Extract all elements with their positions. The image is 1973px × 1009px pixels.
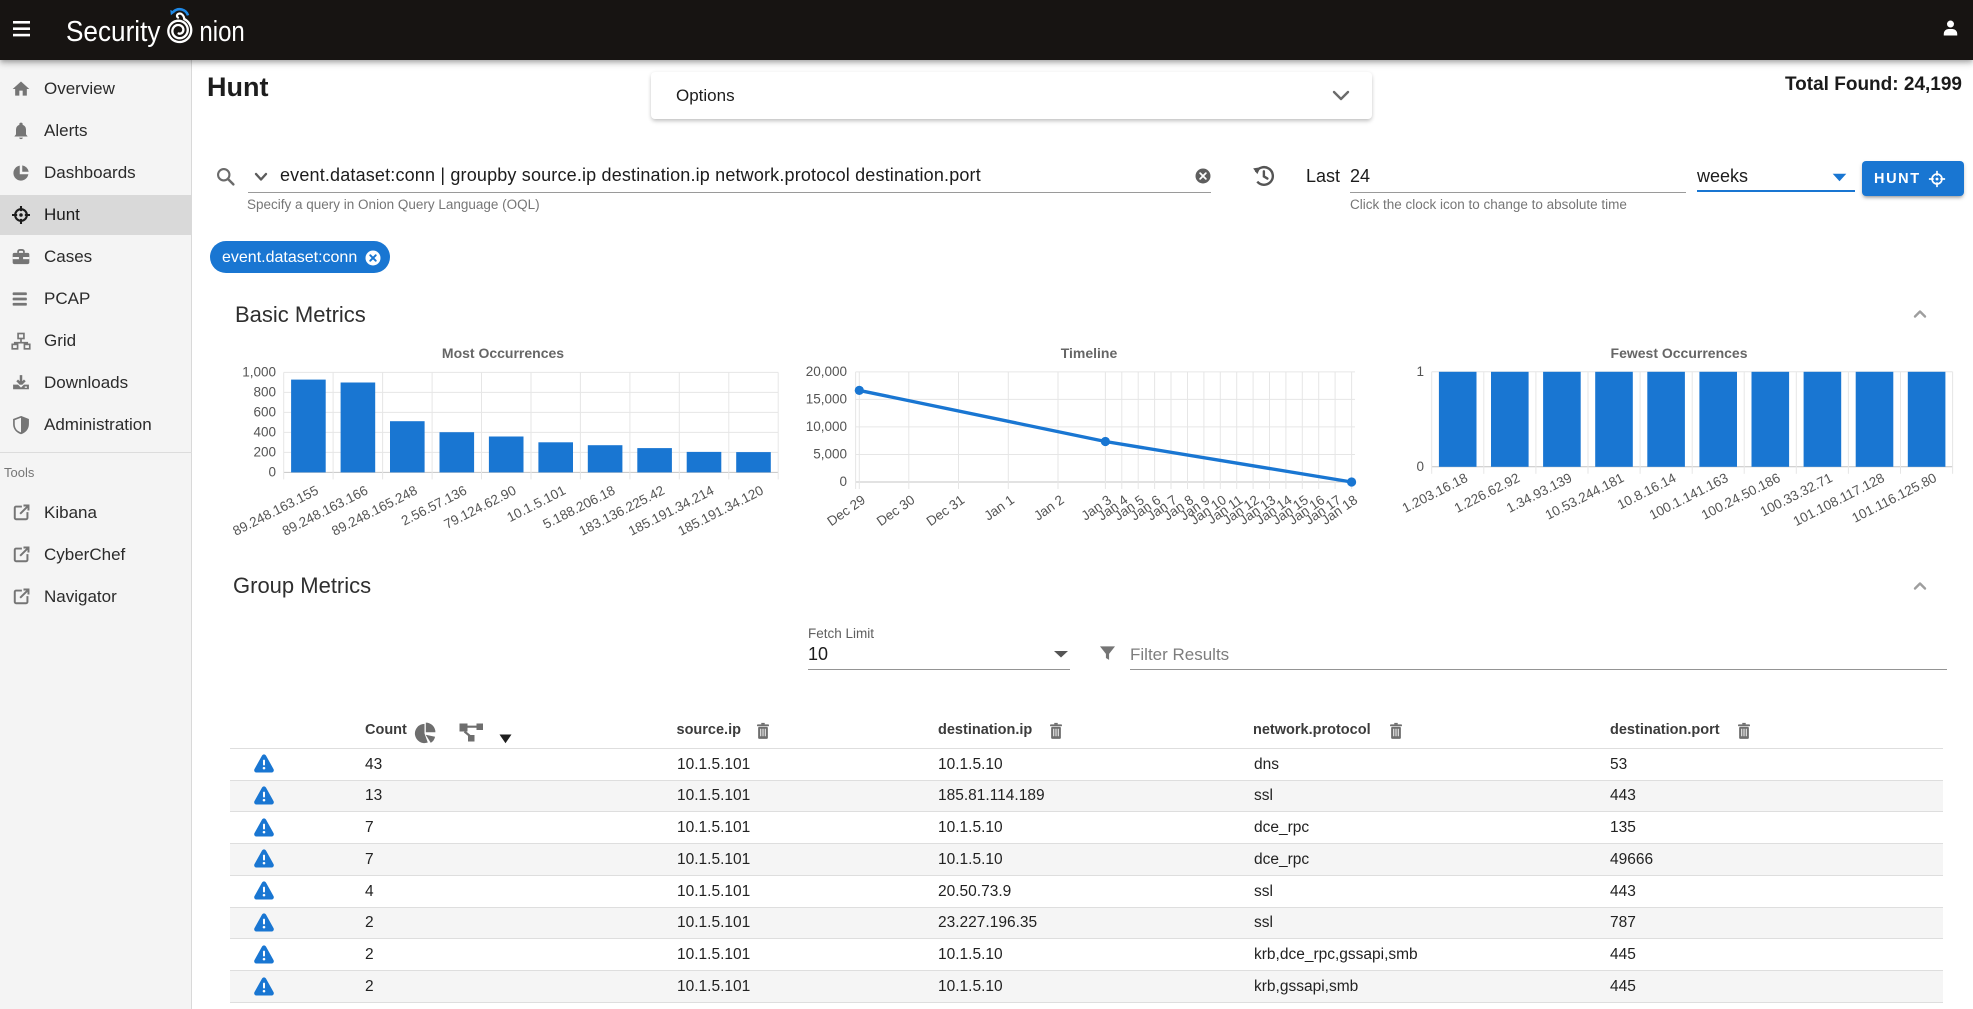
- svg-text:Dec 31: Dec 31: [924, 492, 968, 529]
- svg-text:20,000: 20,000: [806, 364, 847, 379]
- svg-text:Timeline: Timeline: [1061, 345, 1118, 361]
- svg-text:Most Occurrences: Most Occurrences: [442, 345, 564, 361]
- svg-text:Security: Security: [66, 16, 161, 48]
- svg-text:15,000: 15,000: [806, 391, 847, 406]
- svg-text:5,000: 5,000: [813, 447, 847, 462]
- svg-text:185.191.34.120: 185.191.34.120: [675, 483, 765, 539]
- svg-text:800: 800: [253, 384, 276, 399]
- svg-text:nion: nion: [199, 16, 244, 48]
- svg-text:0: 0: [268, 464, 276, 479]
- svg-text:Dec 30: Dec 30: [874, 492, 918, 529]
- svg-text:Dec 29: Dec 29: [824, 492, 868, 529]
- svg-text:0: 0: [1416, 459, 1424, 474]
- svg-text:400: 400: [253, 424, 276, 439]
- svg-text:1: 1: [1416, 364, 1424, 379]
- svg-text:Jan 18: Jan 18: [1319, 492, 1361, 528]
- svg-text:Jan 2: Jan 2: [1031, 492, 1067, 523]
- svg-text:600: 600: [253, 404, 276, 419]
- svg-text:200: 200: [253, 444, 276, 459]
- svg-text:Jan 1: Jan 1: [981, 492, 1017, 523]
- svg-text:10,000: 10,000: [806, 419, 847, 434]
- svg-text:Fewest Occurrences: Fewest Occurrences: [1611, 345, 1748, 361]
- svg-text:1,000: 1,000: [242, 364, 276, 379]
- svg-text:0: 0: [839, 474, 847, 489]
